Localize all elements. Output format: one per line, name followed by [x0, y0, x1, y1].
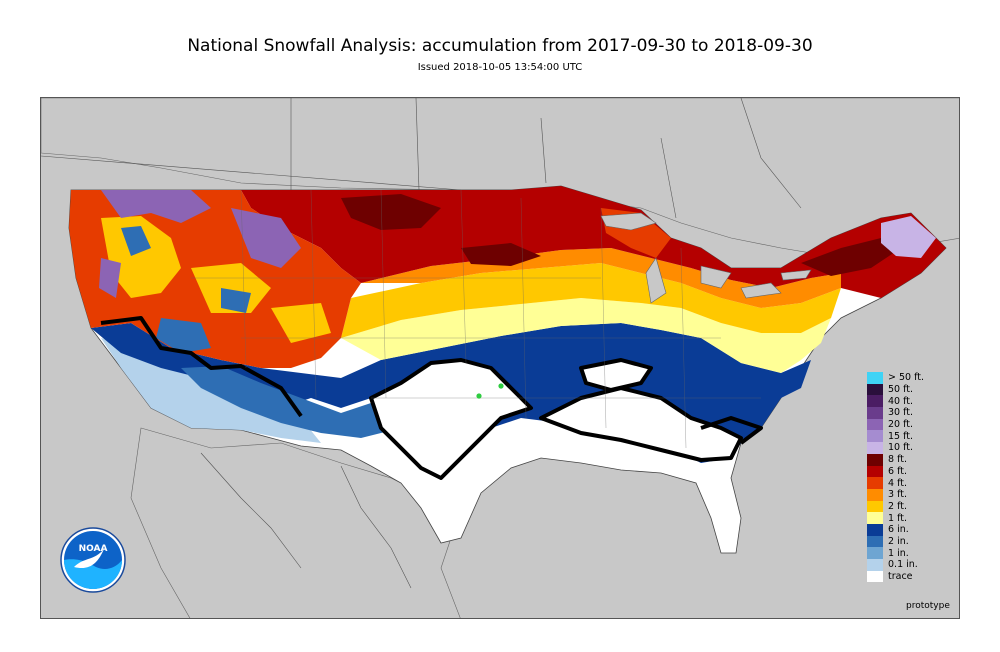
snow-contour-lines — [100, 316, 763, 480]
legend-label: trace — [888, 571, 913, 583]
legend-label: 1 in. — [888, 547, 909, 559]
legend-swatch — [867, 477, 883, 489]
legend-item: 8 ft. — [867, 453, 937, 466]
legend-item: 10 ft. — [867, 442, 937, 454]
issued-timestamp: Issued 2018-10-05 13:54:00 UTC — [417, 62, 583, 73]
legend-item: > 50 ft. — [867, 372, 937, 384]
snow-2-3ft-band — [341, 263, 841, 338]
state-lines — [191, 189, 761, 449]
map-canvas — [41, 98, 959, 618]
legend-label: 2 ft. — [888, 500, 907, 512]
legend-item: 1 ft. — [867, 512, 937, 524]
legend-item: 6 ft. — [867, 465, 937, 478]
legend-label: 2 in. — [888, 535, 909, 547]
legend-swatch — [867, 570, 883, 583]
legend-item: 2 in. — [867, 535, 937, 548]
legend-item: 0.1 in. — [867, 559, 937, 571]
legend-swatch — [867, 535, 883, 548]
legend-swatch — [867, 372, 883, 384]
snow-10ft-new-england — [881, 216, 936, 258]
trace-central-plains — [371, 360, 531, 478]
legend-item: 4 ft. — [867, 477, 937, 489]
legend-item: trace — [867, 570, 937, 583]
legend-label: 6 ft. — [888, 465, 907, 477]
station-dot — [498, 383, 504, 389]
legend-swatch — [867, 500, 883, 513]
snowfall-map — [40, 97, 960, 619]
legend-item: 15 ft. — [867, 430, 937, 443]
legend-swatch — [867, 523, 883, 536]
map-title: National Snowfall Analysis: accumulation… — [187, 36, 813, 56]
legend-label: 1 ft. — [888, 512, 907, 524]
legend-label: 20 ft. — [888, 419, 914, 431]
prototype-label: prototype — [906, 601, 950, 611]
legend-label: 4 ft. — [888, 477, 907, 489]
legend-label: 0.1 in. — [888, 559, 918, 571]
snow-2in-patches — [181, 366, 411, 438]
legend-swatch — [867, 559, 883, 571]
snow-west-purple — [99, 190, 301, 298]
legend-swatch — [867, 453, 883, 466]
great-lakes — [600, 212, 812, 304]
noaa-logo-text: NOAA — [79, 544, 108, 554]
legend-swatch — [867, 430, 883, 443]
station-dot — [476, 393, 482, 399]
legend-label: > 50 ft. — [888, 372, 925, 384]
boundary-lines — [41, 98, 802, 589]
map-legend: > 50 ft. 50 ft. 40 ft. 30 ft. 20 ft. 15 ft. 10… — [867, 372, 937, 583]
legend-label: 10 ft. — [888, 442, 914, 454]
trace-gulf — [581, 360, 651, 390]
legend-label: 3 ft. — [888, 489, 907, 501]
legend-label: 15 ft. — [888, 430, 914, 442]
snow-west-yellow — [101, 216, 331, 343]
legend-item: 50 ft. — [867, 383, 937, 396]
legend-label: 40 ft. — [888, 395, 914, 407]
legend-swatch — [867, 488, 883, 501]
legend-swatch — [867, 512, 883, 524]
legend-swatch — [867, 383, 883, 396]
legend-item: 20 ft. — [867, 418, 937, 431]
legend-item: 40 ft. — [867, 395, 937, 408]
snow-8ft-patches — [341, 194, 901, 276]
legend-item: 6 in. — [867, 523, 937, 536]
trace-southeast — [541, 388, 741, 460]
legend-swatch — [867, 418, 883, 431]
legend-swatch — [867, 395, 883, 408]
legend-item: 30 ft. — [867, 407, 937, 419]
legend-swatch — [867, 547, 883, 559]
legend-swatch — [867, 442, 883, 454]
snow-1ft-band — [341, 298, 831, 373]
legend-label: 8 ft. — [888, 454, 907, 466]
legend-label: 50 ft. — [888, 384, 914, 396]
legend-label: 6 in. — [888, 524, 909, 536]
legend-item: 3 ft. — [867, 488, 937, 501]
snow-west-blue — [121, 226, 251, 353]
legend-label: 30 ft. — [888, 407, 914, 419]
legend-swatch — [867, 407, 883, 419]
legend-item: 2 ft. — [867, 500, 937, 513]
noaa-logo: NOAA — [60, 527, 126, 593]
legend-swatch — [867, 465, 883, 478]
legend-item: 1 in. — [867, 547, 937, 559]
